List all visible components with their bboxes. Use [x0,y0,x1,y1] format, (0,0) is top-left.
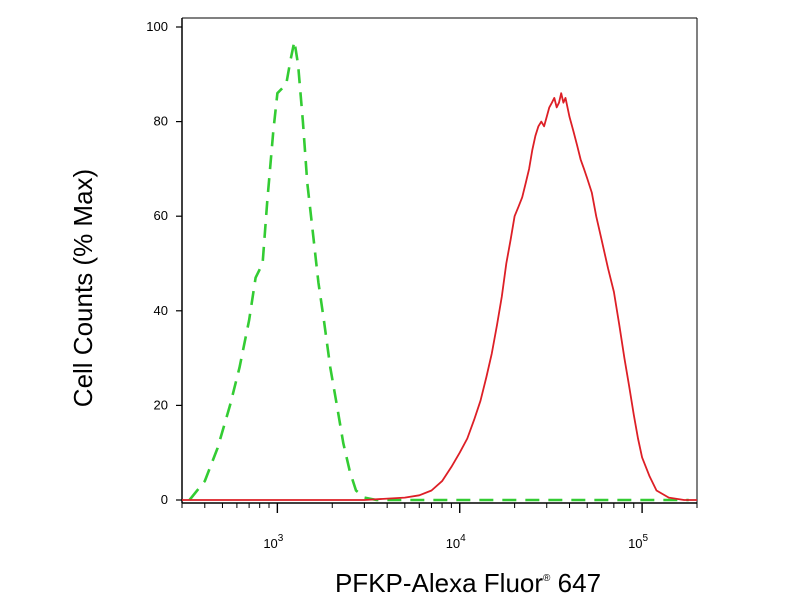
y-tick-label: 20 [154,397,168,412]
y-tick-label: 60 [154,208,168,223]
x-axis-title-text: PFKP-Alexa Fluor [335,568,543,598]
x-tick-exponent: 4 [460,533,466,544]
x-tick-exponent: 3 [278,533,284,544]
y-tick-label: 100 [146,19,168,34]
x-axis-title: PFKP-Alexa Fluor® 647 [335,568,601,598]
x-axis-ticks: 103 104 105 [181,503,698,551]
isotype-control-series [188,39,689,502]
y-axis-ticks: 0 20 40 60 80 100 [146,19,182,507]
pfkp-stained-series [182,92,697,501]
x-tick-label: 105 [628,533,648,551]
y-tick-label: 40 [154,303,168,318]
x-tick-base: 10 [628,536,642,551]
x-axis-title-superscript: ® [543,573,551,584]
series-layer [182,39,697,502]
x-tick-label: 103 [263,533,283,551]
y-tick-label: 0 [161,492,168,507]
plot-frame [181,17,698,504]
x-axis-title-suffix: 647 [550,568,601,598]
x-tick-base: 10 [446,536,460,551]
y-tick-label: 80 [154,114,168,129]
y-axis-title: Cell Counts (% Max) [68,169,98,407]
x-tick-exponent: 5 [643,533,649,544]
x-tick-label: 104 [446,533,466,551]
x-tick-base: 10 [263,536,277,551]
